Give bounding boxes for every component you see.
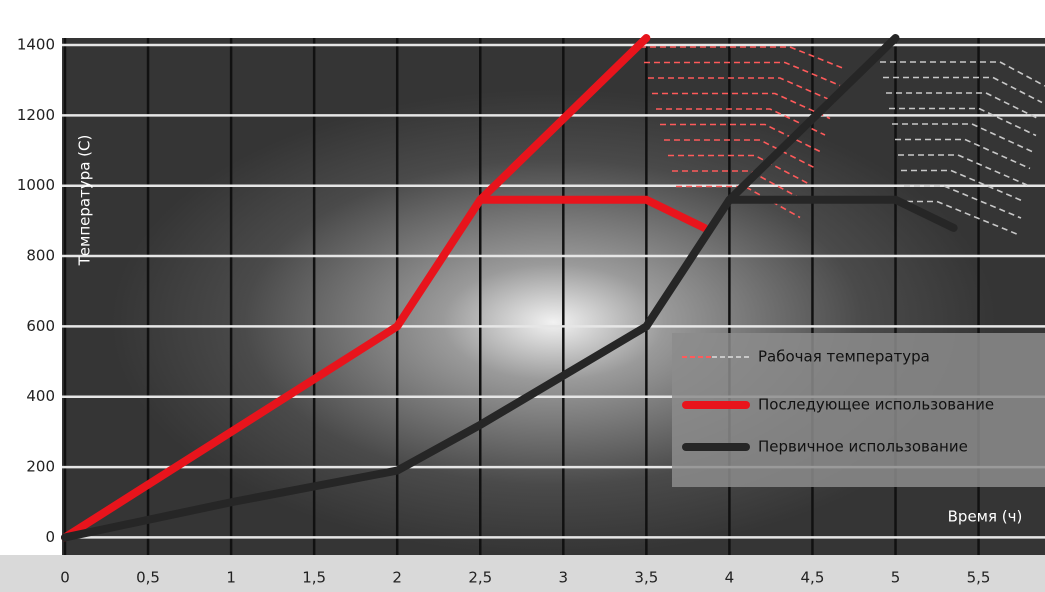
x-tick-label: 5,5: [967, 569, 991, 587]
y-tick-label: 600: [26, 317, 55, 335]
y-tick-label: 200: [26, 458, 55, 476]
x-tick-label: 0: [60, 569, 70, 587]
x-tick-label: 1: [226, 569, 236, 587]
x-tick-label: 0,5: [136, 569, 160, 587]
y-axis-label: Температура (С): [76, 135, 94, 267]
x-tick-label: 1,5: [302, 569, 326, 587]
x-tick-label: 5: [891, 569, 901, 587]
legend-label: Первичное использование: [758, 438, 968, 456]
legend-label: Рабочая температура: [758, 348, 930, 366]
x-tick-label: 4: [725, 569, 735, 587]
x-tick-label: 4,5: [801, 569, 825, 587]
chart: Рабочая температура Последующее использов…: [0, 0, 1045, 592]
x-axis-label: Время (ч): [948, 508, 1023, 526]
y-tick-label: 1200: [17, 106, 55, 124]
x-tick-label: 3: [559, 569, 569, 587]
y-tick-label: 1000: [17, 176, 55, 194]
x-tick-label: 3,5: [634, 569, 658, 587]
x-tick-label: 2: [392, 569, 402, 587]
y-tick-label: 1400: [17, 36, 55, 54]
y-tick-label: 400: [26, 387, 55, 405]
legend-label: Последующее использование: [758, 396, 994, 414]
y-tick-label: 0: [45, 528, 55, 546]
y-tick-label: 800: [26, 247, 55, 265]
x-tick-label: 2,5: [468, 569, 492, 587]
